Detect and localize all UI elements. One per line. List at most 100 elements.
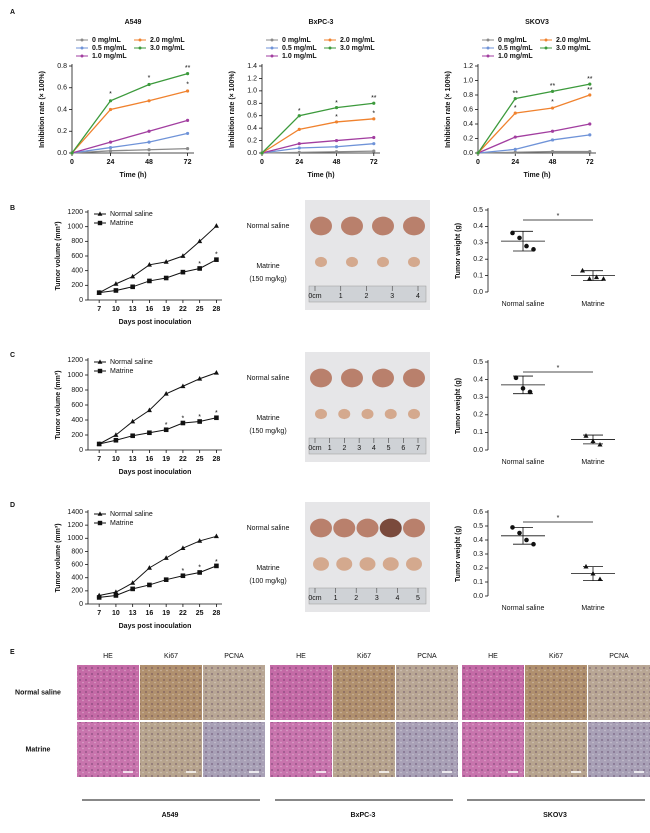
data-point [597,576,603,582]
photo-label: (150 mg/kg) [249,276,286,283]
x-axis-label: Time (h) [119,172,146,179]
x-tick-label: 28 [213,306,221,313]
data-point [550,138,555,142]
series-line [477,150,590,154]
micrograph-texture [77,665,139,720]
data-point [297,142,301,146]
panel-label: C [10,352,15,359]
data-point [113,437,119,443]
y-tick-label: 0.4 [57,106,67,113]
data-point [550,129,555,133]
x-tick-label: 10 [112,306,120,313]
micrograph-texture [525,722,587,777]
x-tick-label: 7 [97,610,101,617]
y-tick-label: 0.0 [463,150,473,157]
panel-label: A [10,9,15,16]
x-tick-label: 10 [112,456,120,463]
micrograph-texture [588,665,650,720]
micrograph-texture [396,665,458,720]
legend-label: 0 mg/mL [498,37,528,44]
series-line [477,123,590,154]
data-point [185,131,190,136]
y-axis-label: Inhibition rate (× 100%) [445,71,452,148]
data-point [586,276,593,281]
data-point [372,117,376,121]
ruler [308,587,427,605]
series-line [261,150,374,154]
micrograph-texture [525,665,587,720]
tumor [408,408,420,420]
y-axis-label: Tumor volume (mm³) [55,370,62,439]
data-point [550,149,555,154]
tumor [310,216,332,236]
annotation: * [182,415,185,422]
micrograph-texture [270,665,332,720]
series-line [71,72,188,154]
ruler-label: 0cm [308,595,321,602]
x-tick-label: 25 [196,306,204,313]
data-point [147,278,152,284]
y-tick-label: 1.2 [247,75,257,82]
y-axis-label: Tumor weight (g) [455,378,462,434]
data-point [146,565,152,570]
error-bar [513,230,533,252]
legend-label: 0.5 mg/mL [92,45,127,52]
data-point [185,147,190,151]
data-point [213,369,219,375]
series-line [477,134,590,154]
data-point [113,589,119,595]
annotation: ** [587,76,593,83]
photo-label: (100 mg/kg) [249,578,286,585]
tumor [403,518,425,538]
data-point [372,135,376,140]
x-axis-label: Days post inoculation [119,469,192,476]
annotation: * [335,114,338,121]
y-axis-label: Tumor volume (mm³) [55,523,62,592]
legend-marker [270,46,274,50]
x-tick-label: 28 [213,610,221,617]
data-point [214,257,219,262]
data-point [96,290,102,295]
y-tick-label: 1.0 [463,77,473,84]
tumor [372,368,394,388]
x-tick-label: 13 [129,306,137,313]
y-tick-label: 0.2 [473,412,483,419]
ruler-label: 3 [357,445,361,452]
data-point [113,593,119,598]
annotation: * [198,414,201,421]
ruler [308,437,427,455]
data-point [185,118,190,122]
data-point [260,151,264,155]
x-tick-label: 19 [162,306,170,313]
ruler-label: 1 [334,595,338,602]
series-line [71,90,188,154]
data-point [510,230,515,236]
y-tick-label: 0 [79,297,83,304]
y-tick-label: 1200 [67,209,83,216]
micrograph-texture [588,722,650,777]
data-point [372,149,376,153]
micrograph-texture [462,665,524,720]
data-point [163,577,169,582]
x-tick-label: 7 [97,456,101,463]
tumor [372,216,394,236]
ruler-label: 3 [375,595,379,602]
data-point [372,142,376,146]
data-point [180,269,186,275]
y-tick-label: 0.4 [473,223,483,230]
legend-label: Normal saline [110,211,153,218]
tumor [341,368,363,388]
data-point [297,146,301,150]
x-tick-label: 13 [129,610,137,617]
series-line [261,143,374,154]
legend-label: 1.0 mg/mL [282,53,317,60]
annotation: * [215,410,218,417]
data-point [113,432,119,437]
data-point [213,223,219,228]
data-point [130,418,136,424]
y-tick-label: 0.4 [247,125,257,132]
y-tick-label: 0.6 [247,113,257,120]
data-point [297,127,301,131]
y-tick-label: 200 [71,432,83,439]
panel-label: D [10,502,15,509]
